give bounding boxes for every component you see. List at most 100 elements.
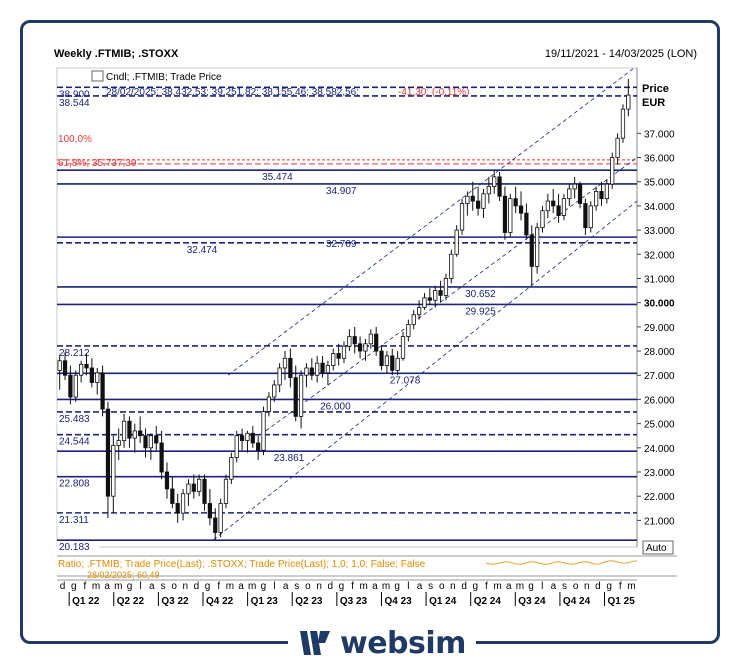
level-label-bg (320, 238, 363, 250)
candle-body (347, 336, 352, 347)
x-quarter-label: Q4 23 (384, 596, 412, 607)
candle-body (95, 372, 100, 383)
x-month-label: m (92, 581, 100, 592)
y-tick-label: 25.000 (644, 420, 675, 431)
x-quarter-label: Q2 22 (117, 596, 145, 607)
candle-body (57, 360, 62, 371)
ratio-sub-label: 28/02/2025; 60,49 (87, 570, 160, 580)
candle-body (62, 360, 68, 376)
level-label-bg (57, 477, 99, 489)
plot-border (56, 67, 638, 548)
candle-body (223, 478, 229, 504)
candle-body (481, 193, 486, 209)
candle-body (588, 205, 593, 229)
candle-body (121, 420, 127, 441)
level-label: 20.183 (59, 542, 90, 553)
candle-body (293, 377, 298, 417)
candle-body (604, 183, 609, 200)
x-quarter-label: Q1 22 (72, 596, 100, 607)
level-label-bg (57, 88, 99, 100)
legend-toggle-icon[interactable] (91, 70, 104, 82)
candle-body (486, 186, 491, 195)
date-range: 19/11/2021 - 14/03/2025 (LON) (544, 48, 697, 60)
x-month-label: g (261, 581, 267, 592)
candle-body (561, 198, 567, 216)
candle-body (111, 444, 116, 497)
candle-body (154, 435, 159, 444)
candle-body (438, 290, 443, 296)
level-label: 32.474 (187, 245, 218, 256)
candle-body (363, 343, 368, 352)
candle-body (73, 374, 78, 398)
x-month-label: m (493, 581, 501, 592)
level-label: 28.212 (59, 348, 90, 359)
x-month-label: n (182, 581, 188, 592)
candle-body (170, 488, 175, 504)
x-month-label: g (339, 581, 345, 592)
candle-body (127, 420, 132, 439)
candle-body (138, 430, 143, 437)
candle-body (272, 384, 277, 398)
x-month-label: f (217, 581, 220, 592)
y-tick-label: 35.000 (644, 178, 675, 189)
candle-body (261, 411, 266, 451)
candle-body (535, 227, 540, 267)
candle-body (256, 442, 261, 451)
x-month-label: a (238, 581, 244, 592)
ratio-label: Ratio; .FTMIB; Trade Price(Last); .STOXX… (58, 559, 426, 570)
candle-body (325, 365, 331, 374)
x-month-label: l (273, 581, 275, 592)
y-axis-layer: 21.000 22.000 23.000 24.000 25.000 26.000 27.0… (637, 129, 675, 527)
candle-body (518, 205, 524, 214)
candle-body (529, 234, 534, 267)
x-month-label: g (205, 581, 211, 592)
x-month-label: a (104, 581, 110, 592)
level-label: 29.925 (465, 306, 496, 317)
candle-body (250, 432, 255, 444)
candle-body (164, 471, 170, 490)
x-month-label: a (149, 581, 155, 592)
candle-body (470, 195, 475, 202)
level-label: 38.544 (59, 98, 90, 109)
level-label-bg (459, 305, 502, 317)
candle-body (615, 137, 620, 158)
x-quarter-label: Q4 22 (206, 596, 234, 607)
y-tick-label: 21.000 (644, 516, 675, 527)
x-quarter-label: Q1 25 (608, 596, 636, 607)
candle-body (116, 440, 121, 446)
websim-logo-icon (300, 630, 330, 655)
candle-body (68, 374, 73, 398)
candle-body (213, 517, 218, 533)
candle-body (175, 503, 180, 514)
candle-body (245, 432, 250, 441)
x-month-label: a (506, 581, 512, 592)
candle-body (610, 157, 615, 185)
x-quarter-label: Q3 22 (161, 596, 189, 607)
websim-logo-text: websim (340, 626, 466, 661)
x-month-label: n (316, 581, 322, 592)
x-month-label: n (584, 581, 590, 592)
candle-body (583, 203, 588, 229)
candle-body (502, 195, 508, 233)
level-label: 38.900 (59, 89, 90, 100)
y-tick-label: 30.000 (644, 299, 675, 310)
auto-scale-button[interactable] (642, 540, 674, 555)
level-label-bg (384, 374, 426, 386)
x-month-label: d (194, 581, 200, 592)
level-label: 22.808 (59, 479, 90, 490)
candle-body (79, 363, 84, 376)
y-tick-label: 31.000 (644, 274, 675, 285)
candle-body (443, 278, 449, 296)
candle-body (357, 343, 363, 352)
websim-logo: websim (288, 626, 476, 661)
x-month-label: s (428, 581, 433, 592)
x-month-label: d (60, 581, 66, 592)
x-month-label: f (83, 581, 86, 592)
x-month-label: f (619, 581, 622, 592)
candle-body (422, 297, 427, 308)
candle-body (513, 198, 518, 207)
level-label-bg (256, 171, 299, 183)
